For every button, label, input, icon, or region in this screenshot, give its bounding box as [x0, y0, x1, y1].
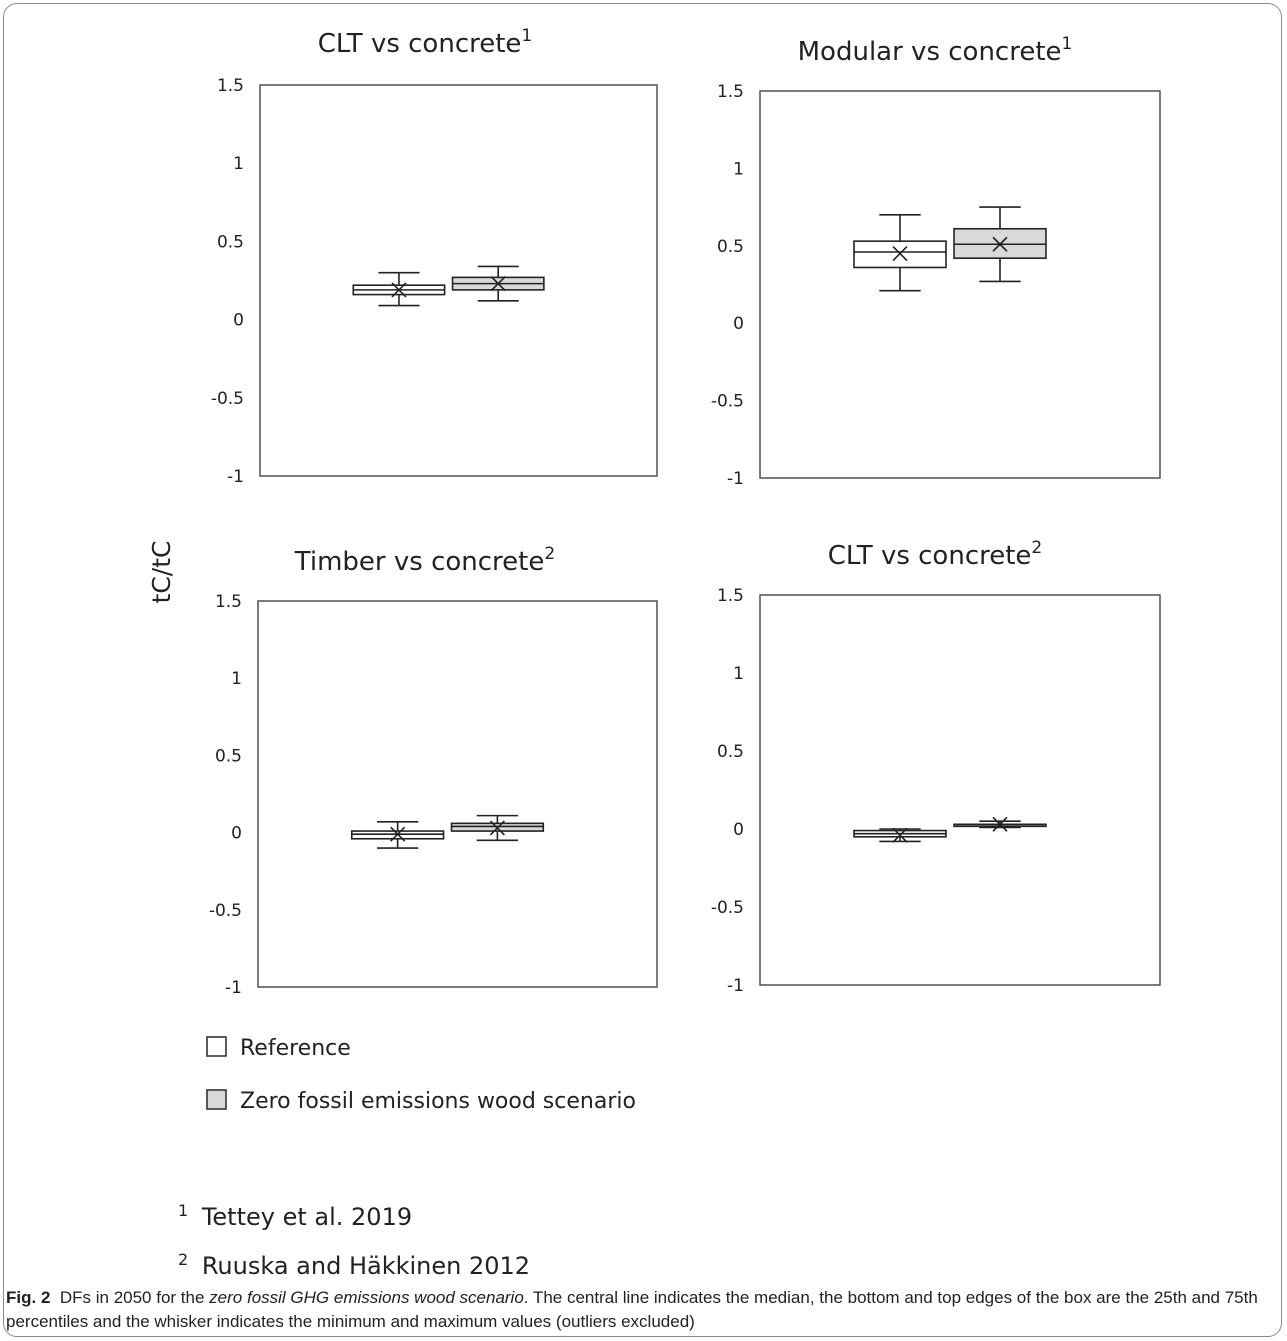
footnote-2-text: Ruuska and Häkkinen 2012 [202, 1252, 530, 1280]
panel-title-text: CLT vs concrete [828, 541, 1032, 571]
y-tick-label: -1 [727, 469, 744, 489]
footnote-1: 1 Tettey et al. 2019 [178, 1194, 412, 1231]
y-tick-label: 0 [733, 820, 744, 840]
y-tick-label: 0.5 [717, 237, 744, 257]
panel-title: CLT vs concrete2 [828, 538, 1043, 571]
y-tick-label: 0 [233, 311, 244, 331]
y-tick-label: 1 [231, 669, 242, 689]
caption-text-1: DFs in 2050 for the [59, 1288, 210, 1307]
plot-area [257, 600, 658, 988]
panel-title-superscript: 1 [1062, 34, 1073, 54]
panel-title-text: CLT vs concrete [318, 29, 522, 59]
panel-title-text: Timber vs concrete [294, 547, 545, 577]
mean-marker [992, 236, 1008, 252]
y-tick-label: 1 [233, 154, 244, 174]
caption-label: Fig. 2 [6, 1288, 51, 1307]
panel-title-superscript: 2 [1031, 538, 1042, 558]
y-tick-label: -1 [225, 978, 242, 998]
plot-area [759, 90, 1161, 479]
panel-title: CLT vs concrete1 [318, 26, 533, 59]
y-tick-label: 1.5 [215, 592, 242, 612]
mean-marker [892, 827, 908, 843]
y-tick-label: -1 [227, 467, 244, 487]
mean-marker [391, 282, 407, 298]
box-reference [853, 214, 947, 292]
footnote-1-text: Tettey et al. 2019 [201, 1203, 412, 1231]
y-tick-label: -0.5 [209, 901, 242, 921]
footnote-1-marker: 1 [178, 1201, 188, 1220]
mean-marker [892, 245, 908, 262]
legend-label-zero-fossil: Zero fossil emissions wood scenario [240, 1089, 636, 1114]
footnotes: 1 Tettey et al. 2019 2 Ruuska and Häkkin… [178, 1194, 530, 1280]
y-tick-label: 1.5 [217, 76, 244, 96]
mean-marker [489, 820, 505, 836]
box-reference [352, 271, 446, 307]
box-zero-fossil [451, 265, 545, 302]
y-tick-label: -0.5 [211, 389, 244, 409]
y-tick-label: 1.5 [717, 82, 744, 102]
box-reference [350, 820, 445, 849]
footnote-2: 2 Ruuska and Häkkinen 2012 [178, 1243, 530, 1280]
legend-label-reference: Reference [240, 1036, 351, 1061]
y-tick-label: -0.5 [711, 898, 744, 918]
y-tick-label: 0 [231, 824, 242, 844]
panel-title-superscript: 2 [544, 544, 555, 564]
box-zero-fossil [450, 814, 545, 842]
chart-panel-4: CLT vs concrete2 1.5 1 0.5 0 -0.5 -1 [711, 538, 1161, 996]
box-zero-fossil [953, 206, 1047, 283]
caption-italic: zero fossil GHG emissions wood scenario [209, 1288, 524, 1307]
footnote-2-marker: 2 [178, 1250, 188, 1269]
y-tick-label: 0.5 [717, 742, 744, 762]
box-zero-fossil [953, 816, 1047, 832]
panel-title-superscript: 1 [521, 26, 532, 46]
panel-title: Timber vs concrete2 [294, 544, 555, 577]
y-tick-label: 0.5 [217, 232, 244, 252]
y-tick-label: -1 [727, 976, 744, 996]
panel-title: Modular vs concrete1 [798, 34, 1073, 67]
caption-text-2: . The central line indicates the median,… [6, 1288, 1258, 1331]
figure-caption: Fig. 2 DFs in 2050 for the zero fossil G… [6, 1286, 1276, 1334]
legend-swatch-zero-fossil [206, 1089, 227, 1110]
chart-panel-3: Timber vs concrete2 1.5 1 0.5 0 -0.5 -1 [209, 544, 658, 998]
y-tick-label: 1.5 [717, 586, 744, 606]
panel-title-text: Modular vs concrete [798, 37, 1062, 67]
y-tick-label: 1 [733, 159, 744, 179]
box-reference [853, 827, 947, 843]
y-tick-label: 0 [733, 314, 744, 334]
y-tick-label: 0.5 [215, 746, 242, 766]
y-tick-label: 1 [733, 664, 744, 684]
plot-area [759, 594, 1161, 986]
legend-swatch-reference [206, 1036, 227, 1057]
y-axis-label: tC/tC [147, 541, 176, 604]
y-tick-label: -0.5 [711, 392, 744, 412]
mean-marker [390, 826, 406, 842]
plot-area [259, 84, 658, 477]
mean-marker [992, 816, 1008, 832]
figure-frame [3, 3, 1282, 1337]
mean-marker [490, 276, 506, 292]
legend: Reference Zero fossil emissions wood sce… [206, 1036, 636, 1114]
